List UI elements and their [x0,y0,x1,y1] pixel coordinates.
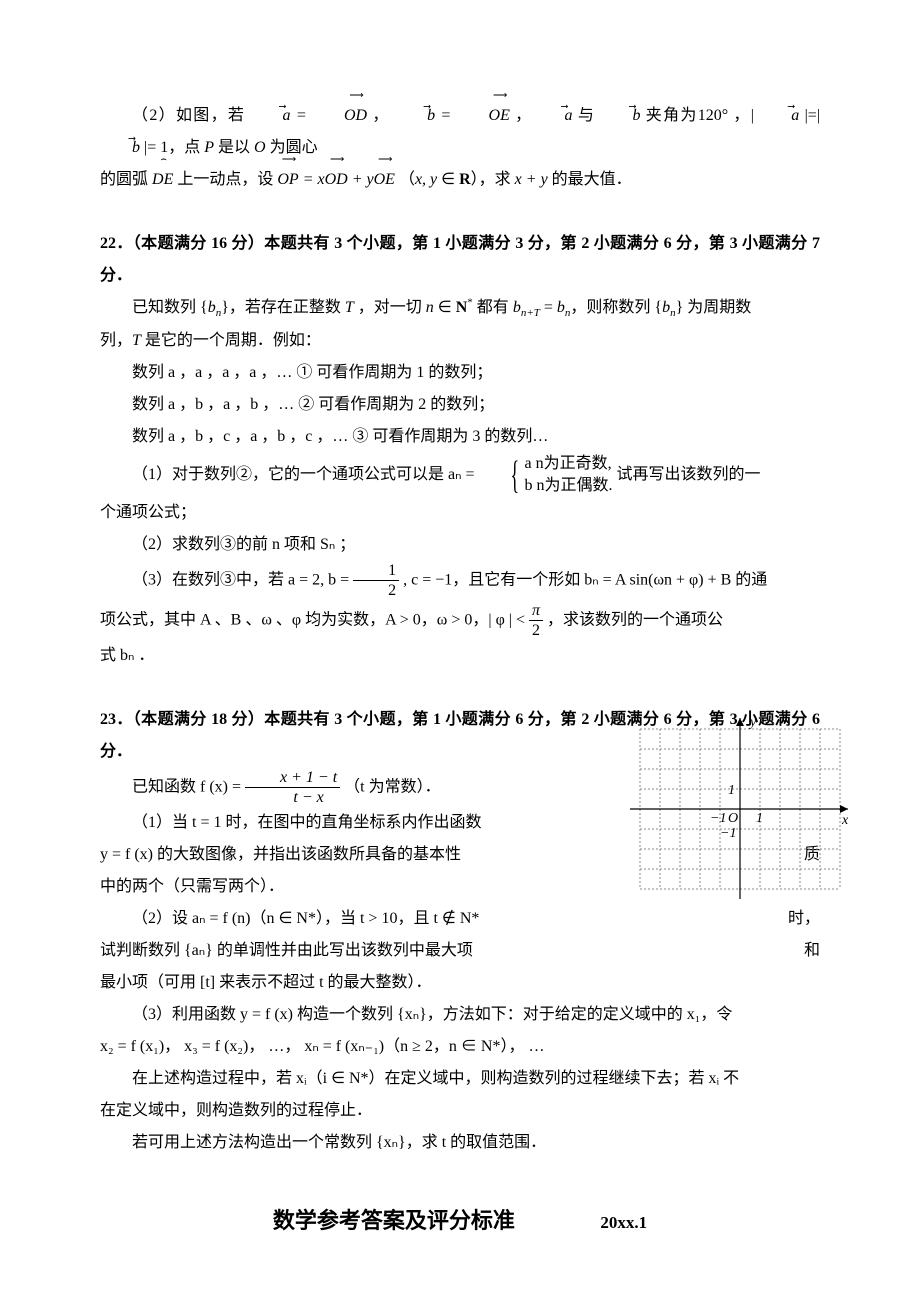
q22-intro2: 列，T 是它的一个周期．例如： [100,325,820,357]
vec-b-OE: b = ⟶OE [395,107,510,124]
case1: a n为正奇数, [525,455,612,472]
q22-sub3e: 式 bₙ ． [100,640,820,672]
q23-sub3d: 在定义域中，则构造数列的过程停止． [100,1095,820,1127]
label-y: y [748,715,757,730]
label-pos1x: 1 [756,811,763,826]
label-neg1y: −1 [720,826,736,841]
q23-sub2a-row: （2）设 aₙ = f (n)（n ∈ N*），当 t > 10，且 t ∉ N… [100,903,820,935]
q22: 22．（本题满分 16 分）本题共有 3 个小题，第 1 小题满分 3 分，第 … [100,228,820,672]
q23-p1: 已知函数 f (x) = x + 1 − t t − x （t 为常数）． [100,768,620,807]
q22-ex3: 数列 a ，b ，c ，a ，b ，c ，… ③ 可看作周期为 3 的数列… [100,421,820,453]
case2: b n为正偶数. [525,477,613,494]
q22-intro: 已知数列 {bn}，若存在正整数 T ，对一切 n ∈ N* 都有 bn+T =… [100,292,820,325]
answer-title: 数学参考答案及评分标准 [273,1208,515,1233]
coord-svg: y x O −1 1 1 −1 [630,714,850,904]
q23-sub1a: （1）当 t = 1 时，在图中的直角坐标系内作出函数 [100,807,620,839]
text: 已知数列 {bn}，若存在正整数 T ，对一切 n ∈ N* 都有 bn+T =… [132,299,751,316]
text: （2）如图，若 [132,107,251,124]
q23-sub3e: 若可用上述方法构造出一个常数列 {xₙ}，求 t 的取值范围． [100,1127,820,1159]
q22-sub1c: 个通项公式； [100,497,820,529]
frac-half: 1 2 [353,561,399,600]
text: （3）在数列③中，若 a = 2, b = [132,572,353,589]
q23-sub2b-tail: 和 [804,935,820,967]
text: （t 为常数）． [344,778,440,795]
q23-sub2a-tail: 时， [788,903,820,935]
answer-title-row: 数学参考答案及评分标准 20xx.1 [100,1199,820,1243]
den: t − x [245,788,340,807]
text: （1）对于数列②，它的一个通项公式可以是 aₙ = [132,466,479,483]
q23-sub2b: 试判断数列 {aₙ} 的单调性并由此写出该数列中最大项 [100,935,473,967]
q23-sub3a: （3）利用函数 y = f (x) 构造一个数列 {xₙ}，方法如下：对于给定的… [100,999,820,1031]
q23-sub1c: 中的两个（只需写两个）． [100,871,620,903]
frac-fx: x + 1 − t t − x [245,768,340,807]
text: 的圆弧 ⌢DE 上一动点，设 ⟶OP = x⟶OD + y⟶OE （x, y ∈… [100,171,632,188]
q22-sub1: （1）对于数列②，它的一个通项公式可以是 aₙ = a n为正奇数, b n为正… [100,453,820,498]
q23-sub2b-row: 试判断数列 {aₙ} 的单调性并由此写出该数列中最大项 和 [100,935,820,967]
label-pos1y: 1 [728,783,735,798]
num: 1 [353,561,399,581]
q22-header: 22．（本题满分 16 分）本题共有 3 个小题，第 1 小题满分 3 分，第 … [100,228,820,292]
q23: 23．（本题满分 18 分）本题共有 3 个小题，第 1 小题满分 6 分，第 … [100,704,820,1159]
q21-line2: 的圆弧 ⌢DE 上一动点，设 ⟶OP = x⟶OD + y⟶OE （x, y ∈… [100,164,820,196]
text: 项公式，其中 A 、B 、ω 、φ 均为实数，A > 0，ω > 0，| φ |… [100,611,529,628]
den: 2 [353,581,399,600]
answer-date: 20xx.1 [600,1206,647,1240]
frac-pi2: π 2 [529,601,543,640]
q21-line1: （2）如图，若 a = ⟶OD ， b = ⟶OE ，a 与 b 夹角为120°… [100,100,820,164]
q23-sub1b: y = f (x) 的大致图像，并指出该函数所具备的基本性 [100,839,461,871]
label-x: x [841,813,849,828]
piecewise: a n为正奇数, b n为正偶数. [479,453,613,498]
num: π [529,601,543,621]
vec-a-OD: a = ⟶OD [251,107,368,124]
text: ，求该数列的一个通项公 [547,611,723,628]
text: 试再写出该数列的一 [617,466,761,483]
text: , c = −1，且它有一个形如 bₙ = A sin(ωn + φ) + B … [403,572,767,589]
q23-sub3b: x₂ = f (x₁)， x₃ = f (x₂)， …， xₙ = f (xₙ₋… [100,1031,820,1063]
q23-sub2a: （2）设 aₙ = f (n)（n ∈ N*），当 t > 10，且 t ∉ N… [100,903,479,935]
q22-sub2: （2）求数列③的前 n 项和 Sₙ ； [100,529,820,561]
q22-sub3: （3）在数列③中，若 a = 2, b = 1 2 , c = −1，且它有一个… [100,561,820,600]
q22-ex1: 数列 a ，a ，a ，a ，… ① 可看作周期为 1 的数列； [100,357,820,389]
q22-ex2: 数列 a ，b ，a ，b ，… ② 可看作周期为 2 的数列； [100,389,820,421]
q22-sub3-line2: 项公式，其中 A 、B 、ω 、φ 均为实数，A > 0，ω > 0，| φ |… [100,601,820,640]
q21-part2: （2）如图，若 a = ⟶OD ， b = ⟶OE ，a 与 b 夹角为120°… [100,100,820,196]
num: x + 1 − t [245,768,340,788]
den: 2 [529,621,543,640]
comma: ， [372,107,389,124]
q23-sub3c: 在上述构造过程中，若 xᵢ（i ∈ N*）在定义域中，则构造数列的过程继续下去；… [100,1063,820,1095]
q23-sub2c: 最小项（可用 [t] 来表示不超过 t 的最大整数）． [100,967,820,999]
label-neg1x: −1 [710,811,726,826]
label-O: O [728,811,738,826]
text: 已知函数 f (x) = [132,778,245,795]
coordinate-figure: y x O −1 1 1 −1 [630,714,850,904]
q23-text-wrap: 已知函数 f (x) = x + 1 − t t − x （t 为常数）． （1… [100,768,620,839]
